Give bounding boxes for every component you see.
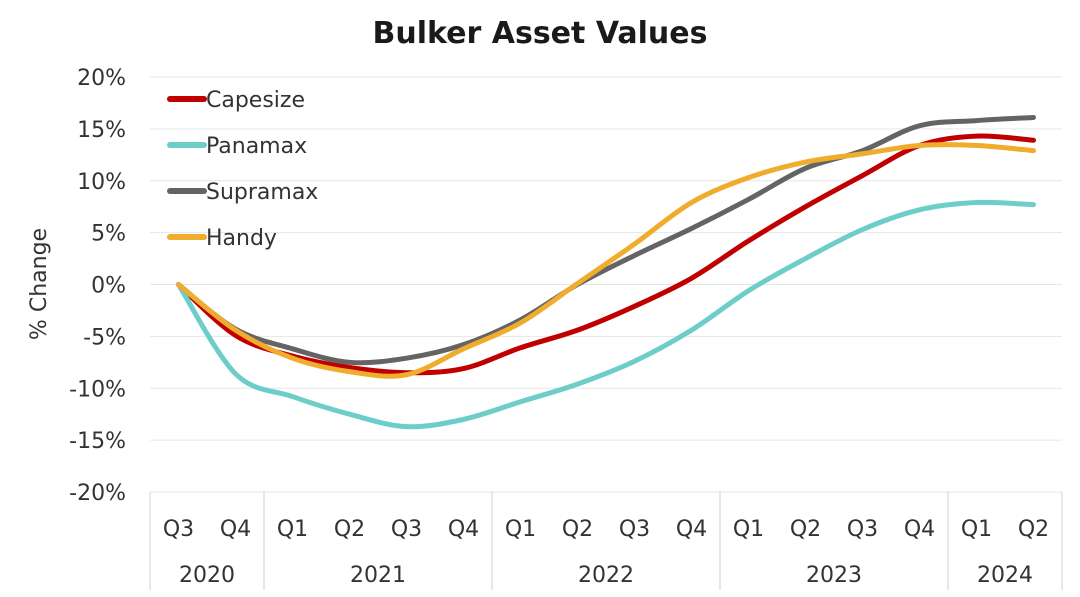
y-tick-label: -15% (69, 429, 126, 454)
legend: Capesize Panamax Supramax Handy (167, 88, 318, 251)
x-tick-label: Q3 (847, 517, 878, 542)
x-tick-label: Q1 (277, 517, 308, 542)
gridlines (150, 76, 1062, 493)
x-tick-label: Q4 (676, 517, 707, 542)
x-axis: Q3 Q4 Q1 Q2 Q3 Q4 Q1 Q2 Q3 Q4 Q1 Q2 Q3 Q4 Q1 Q2 2020 2021… (149, 492, 1063, 590)
x-tick-label: Q4 (448, 517, 479, 542)
y-tick-label: -10% (69, 377, 126, 402)
chart-title: Bulker Asset Values (373, 16, 708, 51)
series-line-panamax (176, 199, 1036, 430)
x-tick-label: Q3 (163, 517, 194, 542)
y-tick-label: -5% (83, 325, 126, 350)
x-tick-label: Q1 (505, 517, 536, 542)
series-line-handy (176, 142, 1036, 379)
x-tick-label: Q1 (961, 517, 992, 542)
x-year-label: 2020 (179, 563, 235, 588)
x-year-label: 2023 (806, 563, 862, 588)
series-line-supramax (176, 114, 1036, 366)
y-tick-label: 20% (77, 66, 126, 91)
x-year-label: 2022 (578, 563, 634, 588)
x-tick-label: Q2 (562, 517, 593, 542)
series-line-capesize (176, 133, 1036, 376)
x-tick-label: Q3 (619, 517, 650, 542)
y-tick-label: 15% (77, 118, 126, 143)
x-tick-label: Q2 (1018, 517, 1049, 542)
y-tick-label: 5% (91, 222, 126, 247)
y-tick-label: 0% (91, 274, 126, 299)
x-tick-label: Q1 (733, 517, 764, 542)
y-axis-title: % Change (27, 228, 52, 340)
x-tick-label: Q4 (220, 517, 251, 542)
y-tick-label: 10% (77, 170, 126, 195)
y-axis-ticks: 20% 15% 10% 5% 0% -5% -10% -15% -20% (69, 66, 126, 506)
legend-label-panamax: Panamax (206, 134, 307, 159)
legend-label-capesize: Capesize (206, 88, 305, 113)
y-tick-label: -20% (69, 481, 126, 506)
x-tick-label: Q4 (904, 517, 935, 542)
legend-label-supramax: Supramax (206, 180, 318, 205)
x-year-label: 2021 (350, 563, 406, 588)
legend-label-handy: Handy (206, 226, 277, 251)
x-tick-label: Q2 (790, 517, 821, 542)
x-year-label: 2024 (977, 563, 1033, 588)
x-tick-label: Q3 (391, 517, 422, 542)
x-tick-label: Q2 (334, 517, 365, 542)
series-lines (176, 114, 1036, 430)
